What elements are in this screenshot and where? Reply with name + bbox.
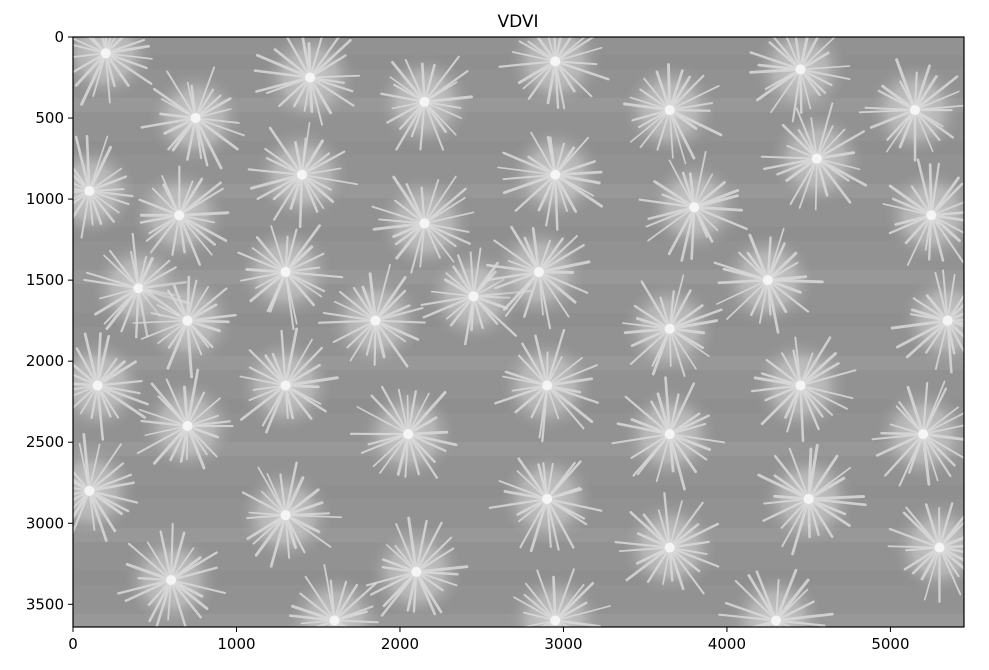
- plant-rosette: [611, 376, 726, 491]
- x-tick-label: 5000: [871, 635, 909, 653]
- y-tick-label: 2500: [26, 433, 64, 451]
- plant-rosette: [136, 368, 236, 475]
- axes-frame: [72, 36, 965, 628]
- y-tick-label: 1000: [26, 190, 64, 208]
- plant-rosette: [318, 263, 426, 369]
- plant-rosette: [349, 385, 458, 483]
- plant-rosette: [73, 134, 138, 239]
- plant-rosette: [713, 227, 824, 334]
- plant-rosette: [498, 37, 610, 110]
- plant-rosette: [497, 126, 604, 231]
- plant-rosette: [494, 328, 599, 443]
- plant-rosette: [237, 327, 339, 434]
- plant-rosette: [871, 380, 964, 487]
- plant-rosette: [749, 37, 851, 123]
- plant-rosette: [614, 492, 720, 596]
- row-stripe: [73, 442, 964, 456]
- plant-rosette: [140, 66, 245, 170]
- plot-area: [72, 36, 965, 628]
- plant-rosette: [882, 158, 964, 266]
- plant-rosette: [132, 272, 237, 379]
- plant-rosette: [621, 274, 723, 377]
- y-tick-label: 3500: [26, 595, 64, 613]
- plant-rosette: [286, 564, 383, 627]
- plant-rosette: [247, 121, 359, 229]
- plant-rosette: [507, 568, 611, 627]
- plant-rosette: [376, 53, 474, 151]
- plant-rosette: [371, 175, 475, 274]
- x-tick-label: 3000: [544, 635, 582, 653]
- plant-rosette: [73, 332, 149, 441]
- x-tick-label: 1000: [217, 635, 255, 653]
- x-tick-label: 2000: [381, 635, 419, 653]
- chart-title: VDVI: [497, 12, 538, 32]
- y-tick-label: 3000: [26, 514, 64, 532]
- plant-rosette: [488, 450, 603, 553]
- y-tick-label: 1500: [26, 271, 64, 289]
- row-stripe: [73, 571, 964, 585]
- x-tick-label: 0: [68, 635, 78, 653]
- plant-rosette: [621, 61, 723, 165]
- x-axis: 0 1000 2000 3000 4000 5000: [68, 627, 910, 653]
- plant-rosette: [757, 443, 867, 556]
- x-tick-label: 4000: [708, 635, 746, 653]
- plant-rosette: [237, 224, 344, 331]
- y-tick-label: 2000: [26, 352, 64, 370]
- plant-rosette: [253, 37, 361, 126]
- y-tick-label: 500: [35, 109, 64, 127]
- plant-rosette: [858, 58, 964, 162]
- plant-rosette: [365, 516, 469, 620]
- plant-rosette: [131, 165, 230, 266]
- plant-rosette: [638, 150, 748, 262]
- plant-rosette: [890, 269, 964, 374]
- plant-rosette: [750, 336, 857, 443]
- plant-rosette: [73, 433, 139, 542]
- plant-layer: [73, 37, 964, 627]
- y-axis: 0 500 1000 1500 2000 2500 3000 3500: [26, 28, 73, 613]
- plant-rosette: [237, 461, 343, 568]
- plant-rosette: [718, 568, 834, 627]
- plant-rosette: [887, 499, 964, 603]
- plant-rosette: [117, 522, 227, 627]
- plant-rosette: [486, 224, 591, 330]
- y-tick-label: 0: [54, 28, 64, 46]
- plant-rosette: [760, 102, 868, 211]
